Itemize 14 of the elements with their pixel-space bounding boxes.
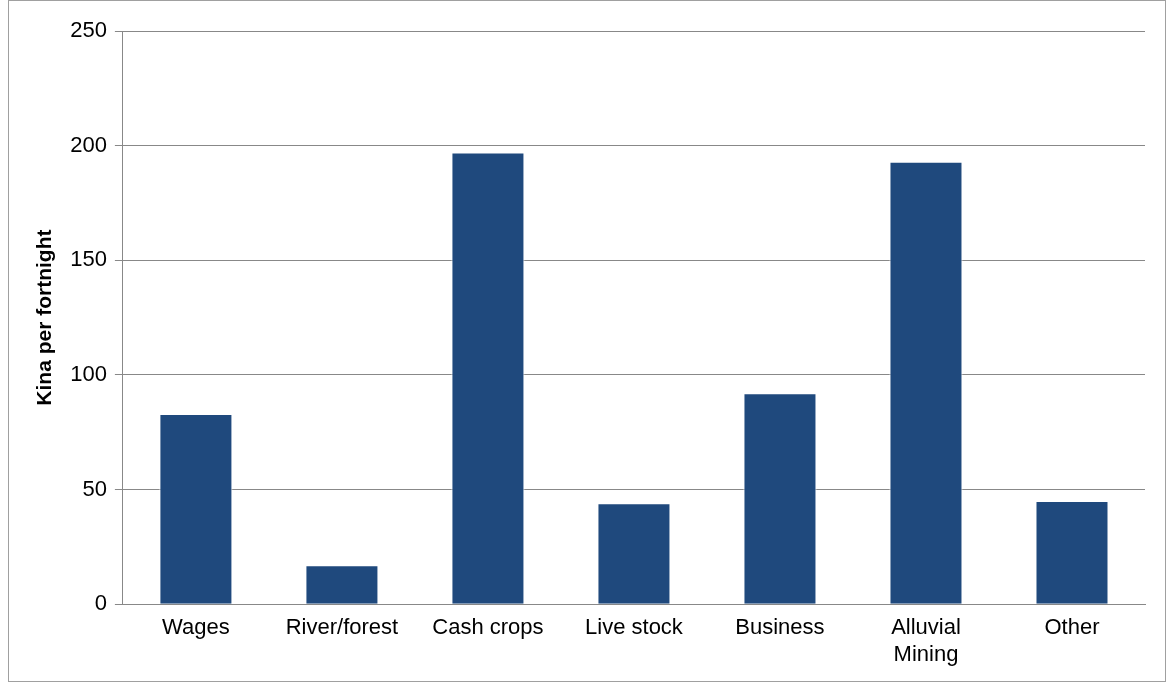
x-tick-label: Business (735, 614, 825, 640)
y-tick-label: 200 (70, 131, 107, 157)
x-tick-label: River/forest (285, 614, 399, 640)
x-tick-label: Live stock (585, 614, 684, 640)
y-tick-label: 250 (70, 17, 107, 43)
y-tick-label: 50 (82, 475, 107, 501)
y-tick-label: 150 (70, 246, 107, 272)
x-tick-label: Other (1044, 614, 1100, 640)
x-tick-label: Alluvial Mining (891, 614, 961, 666)
y-tick-label: 0 (94, 590, 107, 616)
y-axis-title: Kina per fortnight (32, 229, 56, 406)
x-tick-label: Cash crops (432, 614, 544, 640)
x-tick-label: Wages (162, 614, 230, 640)
y-tick-label: 100 (70, 360, 107, 386)
